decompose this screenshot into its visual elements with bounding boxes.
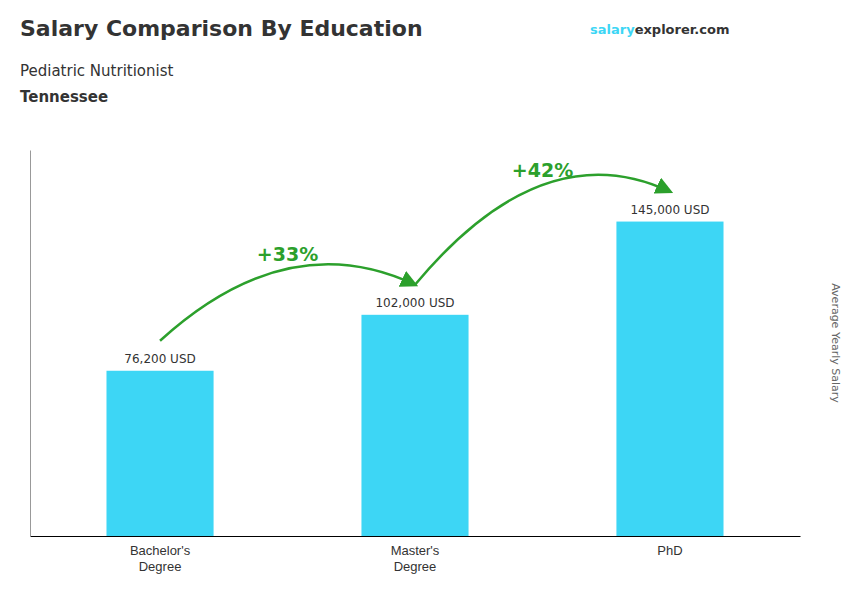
x-axis-line [31, 536, 801, 537]
y-axis-line [30, 151, 31, 537]
data-label: 102,000 USD [375, 296, 454, 310]
data-label: 145,000 USD [630, 203, 709, 217]
website-prefix: salary [590, 22, 635, 37]
x-tick-label: Master'sDegree [391, 543, 440, 574]
x-tick-label: Bachelor'sDegree [130, 543, 191, 574]
plot-area [106, 222, 723, 536]
bar [616, 222, 723, 536]
x-tick-label: PhD [657, 543, 682, 558]
arrow [160, 264, 415, 340]
x-tick: Bachelor'sDegree [130, 543, 191, 574]
bar [361, 315, 468, 536]
website-suffix: explorer.com [635, 22, 730, 37]
arrow [415, 175, 670, 285]
y-axis [30, 151, 31, 537]
annotation-label: +42% [512, 159, 573, 181]
subtitle: Pediatric Nutritionist [20, 62, 174, 80]
title: Salary Comparison By Education [20, 16, 423, 41]
x-axis: Bachelor'sDegree Master'sDegree PhD [31, 537, 801, 574]
data-label: 76,200 USD [124, 352, 195, 366]
annotation-label: +33% [257, 243, 318, 265]
chart: Salary Comparison By Education Pediatric … [0, 0, 850, 606]
annotations: +33% +42% [160, 159, 670, 341]
location: Tennessee [20, 88, 108, 106]
x-tick: Master'sDegree [391, 543, 440, 574]
y-label: Average Yearly Salary [829, 283, 842, 403]
x-tick: PhD [657, 543, 682, 558]
bar [106, 371, 213, 536]
